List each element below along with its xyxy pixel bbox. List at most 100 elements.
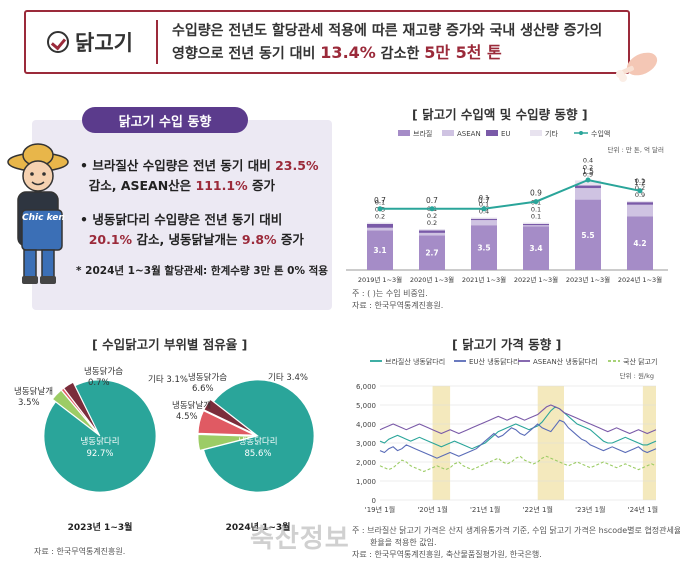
mascot-shirt-text: Chic ken	[22, 213, 65, 223]
bar-value-label: 0.2	[583, 163, 593, 171]
bar-value-label: 0.1	[531, 206, 541, 214]
pie-slice-value: 92.7%	[86, 449, 113, 459]
pie-slice-value: 85.6%	[244, 449, 271, 459]
line-point	[377, 206, 383, 212]
import-chart-note: 주 : ( )는 수입 비중임.	[352, 289, 428, 298]
bullet-text: 증가	[247, 178, 275, 193]
legend-swatch	[486, 130, 498, 136]
price-chart-note-1: 주 : 브라질산 닭고기 가격은 산지 생계유통가격 기준, 수입 닭고기 가격…	[352, 526, 680, 535]
line-value-label: 0.9	[530, 189, 542, 198]
bar-value-label: 0.1	[479, 194, 489, 202]
pie-slice	[203, 379, 315, 493]
pie-slice-label: 냉동닭가슴	[84, 366, 123, 377]
x-tick-label: 2019년 1~3월	[358, 275, 402, 284]
price-series-line	[379, 455, 657, 473]
line-value-label: 1.2	[634, 178, 646, 187]
bullet-text: 감소, 냉동닭날개는	[132, 232, 242, 247]
bar-value-label: 0.2	[427, 212, 437, 220]
summary-pill: 닭고기 수입 동향	[82, 107, 248, 133]
bar-segment	[471, 220, 497, 226]
bullet-text: 냉동닭다리 수입량은 전년 동기 대비	[92, 212, 283, 227]
bar-segment	[627, 200, 653, 203]
legend-label: ASEAN산 냉동닭다리	[533, 357, 598, 366]
bar-segment	[523, 225, 549, 227]
section-title-text: 닭고기	[75, 31, 133, 55]
x-tick-label: 2020년 1~3월	[410, 275, 454, 284]
pie-slice-value: 6.6%	[192, 384, 214, 394]
bar-segment	[523, 223, 549, 226]
line-value-label: 1.5	[582, 167, 594, 176]
chart-unit: 단위 : 원/kg	[620, 371, 654, 380]
legend-swatch	[442, 130, 454, 136]
price-chart-note-2: 환율을 적용한 값임.	[370, 538, 437, 547]
bar-segment	[471, 218, 497, 221]
y-tick-label: 5,000	[356, 402, 376, 410]
x-tick-label: '22년 1월	[523, 505, 553, 514]
bar-value-label: 0.1	[375, 199, 385, 207]
x-tick-label: '19년 1월	[365, 505, 395, 514]
y-tick-label: 1,000	[356, 478, 376, 486]
x-tick-label: '23년 1월	[575, 505, 605, 514]
price-series-line	[379, 419, 657, 459]
pie-slice-label: 냉동닭다리	[80, 436, 119, 447]
bar-value-label: 0.1	[635, 177, 645, 185]
bar-segment	[575, 180, 601, 186]
bar-segment	[627, 202, 653, 205]
pie-slice-label: 냉동닭다리	[238, 436, 277, 447]
pie-slice-value: 0.7%	[88, 378, 110, 388]
pie-slice	[203, 398, 255, 435]
import-value-line	[380, 178, 641, 210]
price-chart-title: [ 닭고기 가격 동향 ]	[452, 337, 562, 352]
bar-value-label: 0.1	[479, 201, 489, 209]
headline-line-1: 수입량은 전년도 할당관세 적용에 따른 재고량 증가와 국내 생산량 증가의	[172, 23, 603, 39]
chicken-leg-icon	[616, 52, 658, 82]
pie-slice-value: 4.5%	[176, 412, 198, 422]
y-tick-label: 6,000	[356, 383, 376, 391]
bar-segment	[471, 225, 497, 270]
line-value-label: 0.7	[478, 196, 490, 205]
bar-segment	[419, 232, 445, 236]
bullet-value: 20.1%	[88, 232, 133, 247]
bar-value-label: 0.9	[583, 170, 593, 178]
line-point	[637, 188, 643, 194]
header-divider	[156, 20, 158, 64]
line-point	[429, 206, 435, 212]
price-series-line	[379, 404, 657, 435]
bar-value-label: 5.5	[581, 231, 594, 240]
x-tick-label: 2023년 1~3월	[566, 275, 610, 284]
y-tick-label: 4,000	[356, 421, 376, 429]
pie-slice-value: 3.5%	[18, 398, 40, 408]
x-tick-label: 2024년 1~3월	[618, 275, 662, 284]
pie-slice-label: 냉동닭날개	[14, 386, 53, 397]
bar-value-label: 3.4	[529, 244, 542, 253]
farmer-mascot-icon: Chic ken	[7, 143, 69, 284]
line-value-label: 0.7	[374, 196, 386, 205]
legend-label: 기타	[545, 129, 558, 138]
line-point	[481, 206, 487, 212]
price-line-chart: 브라질산 냉동닭다리 EU산 냉동닭다리 ASEAN산 냉동닭다리 국산 닭고기단위 …	[356, 357, 658, 514]
bar-segment	[627, 216, 653, 270]
bar-value-label: 0.4	[479, 208, 489, 216]
bullet-text: 감소, ASEAN산은	[88, 178, 196, 193]
pie-slice	[43, 379, 157, 493]
bullet-text: 증가	[276, 232, 304, 247]
headline-line-2: 영향으로 전년 동기 대비 13.4% 감소한 5만 5천 톤	[172, 42, 622, 65]
bullet-value: 23.5%	[275, 158, 319, 173]
import-chart-source: 자료 : 한국무역통계진흥원.	[352, 301, 444, 310]
legend-label: 국산 닭고기	[623, 357, 657, 366]
pie-caption: 2023년 1~3월	[68, 521, 133, 533]
y-tick-label: 2,000	[356, 459, 376, 467]
share-chart-source: 자료 : 한국무역통계진흥원.	[34, 547, 126, 556]
bar-segment	[523, 226, 549, 270]
bar-segment	[627, 204, 653, 217]
bar-value-label: 4.2	[633, 239, 646, 248]
bar-segment	[523, 222, 549, 224]
legend-label: ASEAN	[457, 130, 481, 138]
x-tick-label: '20년 1월	[417, 505, 447, 514]
bar-segment	[367, 223, 393, 228]
line-point	[585, 177, 591, 183]
pie-slice	[63, 381, 99, 433]
bar-segment	[419, 235, 445, 270]
